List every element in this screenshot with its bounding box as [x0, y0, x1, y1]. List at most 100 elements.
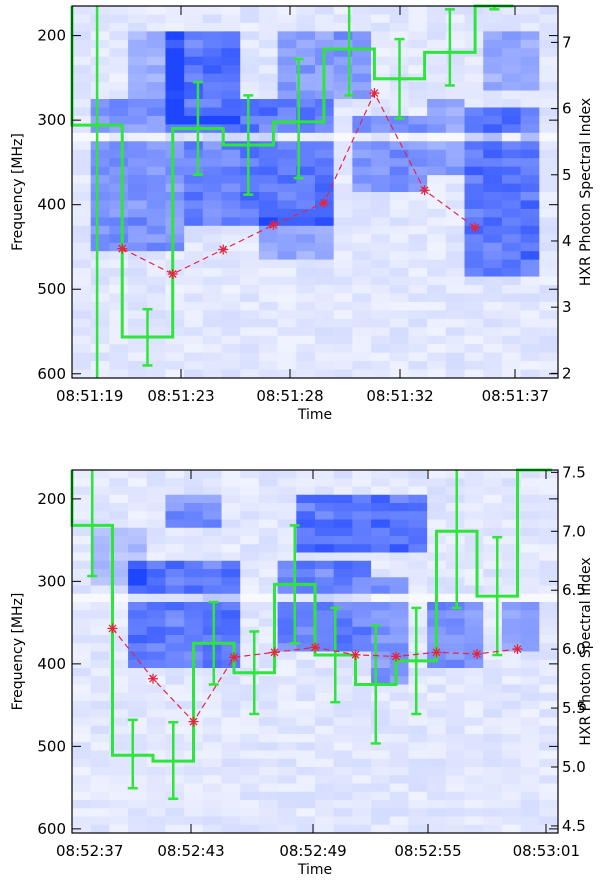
error-bar [127, 718, 138, 790]
spectrogram-cell [408, 208, 428, 218]
spectrogram-cell [72, 73, 92, 83]
spectrogram-cell [258, 200, 279, 210]
spectrogram-cell [258, 268, 279, 278]
spectrogram-cell [277, 676, 297, 686]
spectrogram-cell [483, 643, 503, 653]
spectrogram-cell [296, 310, 316, 320]
spectrogram-cell [464, 166, 484, 176]
spectrogram-cell [128, 293, 148, 303]
spectrogram-cell [296, 577, 316, 587]
spectrogram-cell [427, 217, 447, 227]
spectrogram-cell [296, 217, 316, 227]
error-bar [411, 606, 422, 716]
spectrogram-cell [184, 602, 204, 611]
spectrogram-cell [445, 676, 466, 686]
spectrogram-cell [464, 175, 484, 185]
spectrogram-cell [258, 301, 279, 311]
spectrogram-cell [258, 56, 279, 66]
spectrogram-cell [221, 593, 241, 603]
spectrogram-cell [146, 107, 167, 117]
spectrogram-cell [258, 758, 279, 768]
spectrogram-cell [501, 73, 522, 83]
spectrogram-cell [352, 22, 372, 32]
spectrogram-cell [146, 816, 167, 826]
spectrogram-cell [221, 115, 241, 125]
spectrogram-cell [277, 808, 297, 818]
spectrogram-cell [315, 808, 335, 818]
spectrogram-cell [464, 775, 484, 785]
spectrogram-cell [408, 14, 428, 24]
spectrogram-cell [90, 225, 110, 235]
spectrogram-cell [520, 132, 540, 142]
spectrogram-cell [315, 767, 335, 776]
spectrogram-cell [464, 618, 484, 628]
data-point [188, 716, 199, 727]
spectrogram-cell [128, 99, 148, 109]
spectrogram-cell [483, 503, 503, 512]
spectrogram-cell [277, 14, 297, 24]
spectrogram-cell [520, 569, 540, 578]
spectrogram-cell [72, 225, 92, 235]
spectrogram-cell [296, 618, 316, 628]
spectrogram-cell [408, 659, 428, 669]
spectrogram-cell [408, 569, 428, 578]
spectrogram-cell [483, 369, 503, 379]
spectrogram-cell [90, 552, 110, 562]
spectrogram-cell [389, 684, 410, 694]
spectrogram-cell [333, 259, 353, 269]
spectrogram-cell [277, 585, 297, 595]
spectrogram-cell [277, 166, 297, 176]
spectrogram-cell [520, 511, 540, 521]
spectrogram-cell [258, 335, 279, 345]
spectrogram-cell [146, 569, 167, 578]
data-point [419, 185, 430, 196]
spectrogram-cell [445, 767, 466, 776]
spectrogram-cell [520, 725, 540, 735]
spectrogram-cell [184, 767, 204, 776]
spectrogram-cell [202, 767, 223, 776]
spectrogram-cell [389, 335, 410, 345]
spectrogram-cell [165, 808, 185, 818]
spectrogram-cell [296, 259, 316, 269]
spectrogram-cell [389, 569, 410, 578]
spectrogram-cell [445, 544, 466, 554]
spectrogram-cell [202, 519, 223, 529]
spectrogram-cell [90, 208, 110, 218]
spectrogram-cell [464, 800, 484, 809]
spectrogram-cell [240, 717, 260, 727]
spectrogram-cell [184, 48, 204, 58]
spectrogram-cell [72, 585, 92, 595]
spectrogram-cell [221, 519, 241, 529]
spectrogram-cell [165, 734, 185, 743]
spectrogram-cell [352, 208, 372, 218]
spectrogram-cell [352, 668, 372, 677]
spectrogram-cell [165, 692, 185, 702]
spectrogram-cell [333, 709, 353, 719]
spectrogram-cell [408, 618, 428, 628]
spectrogram-cell [184, 56, 204, 66]
spectrogram-cell [128, 742, 148, 752]
spectrogram-cell [202, 192, 223, 202]
spectrogram-cell [520, 659, 540, 669]
spectrogram-cell [408, 593, 428, 603]
spectrogram-cell [539, 536, 559, 545]
spectrogram-cell [184, 293, 204, 303]
spectrogram-cell [146, 602, 167, 611]
spectrogram-cell [389, 676, 410, 686]
spectrogram-cell [427, 99, 447, 109]
spectrogram-cell [72, 626, 92, 636]
spectrogram-cell [445, 569, 466, 578]
spectrogram-cell [72, 22, 92, 32]
spectrogram-cell [408, 494, 428, 504]
spectrogram-cell [128, 310, 148, 320]
spectrogram-cell [352, 758, 372, 768]
spectrogram-cell [501, 742, 522, 752]
spectrogram-cell [296, 767, 316, 776]
spectrogram-cell [445, 242, 466, 252]
spectrogram-cell [221, 56, 241, 66]
spectrogram-cell [445, 82, 466, 92]
spectrogram-cell [202, 692, 223, 702]
spectrogram-cell [445, 791, 466, 801]
spectrogram-cell [258, 361, 279, 371]
spectrogram-cell [352, 124, 372, 134]
